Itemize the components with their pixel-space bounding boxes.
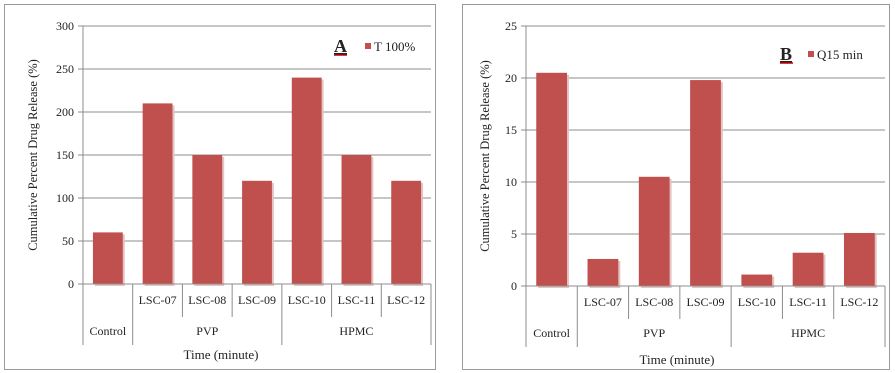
chart-panel-b: 0 5 10 15 20 25 LSC-07 LSC-08 LSC-09 LSC-10 LSC-11… xyxy=(462,4,890,370)
chart-b-category-label: LSC-07 xyxy=(584,295,622,309)
chart-b-panel-letter: B xyxy=(780,44,792,64)
chart-b-category-label: LSC-10 xyxy=(738,295,776,309)
chart-b-bar xyxy=(536,72,568,286)
chart-a-bar xyxy=(92,232,123,284)
chart-a-ytick-label: 100 xyxy=(56,191,74,205)
chart-a-bar xyxy=(341,155,372,284)
chart-b-svg: 0 5 10 15 20 25 LSC-07 LSC-08 LSC-09 LSC-10 LSC-11… xyxy=(478,19,886,367)
chart-a-ytick-label: 0 xyxy=(68,277,74,291)
chart-panel-a: 0 50 100 150 200 250 300 LSC-07 LSC-08 LSC-09 LSC-… xyxy=(4,4,436,370)
chart-b-bar xyxy=(638,176,670,286)
chart-a-group-label: Control xyxy=(90,324,127,338)
chart-a-category-label: LSC-11 xyxy=(338,293,376,307)
chart-a-ytick-label: 300 xyxy=(56,19,74,33)
chart-a-bar xyxy=(242,180,272,284)
chart-a-category-label: LSC-07 xyxy=(139,293,177,307)
chart-b-ytick-label: 10 xyxy=(505,175,517,189)
chart-b-category-label: LSC-08 xyxy=(635,295,673,309)
chart-a-svg: 0 50 100 150 200 250 300 LSC-07 LSC-08 LSC-09 LSC-… xyxy=(26,19,432,362)
chart-b-group-label: HPMC xyxy=(791,326,825,340)
chart-a-ytick-label: 150 xyxy=(56,148,74,162)
chart-a-ytick-label: 250 xyxy=(56,62,74,76)
chart-b-group-label: Control xyxy=(533,326,570,340)
chart-a-category-label: LSC-09 xyxy=(238,293,276,307)
chart-a-category-label: LSC-10 xyxy=(288,293,326,307)
chart-a-group-label: PVP xyxy=(196,324,218,338)
chart-b-bar xyxy=(843,232,875,286)
chart-b-category-label: LSC-12 xyxy=(840,295,878,309)
chart-b-category-label: LSC-11 xyxy=(789,295,827,309)
chart-b-ytick-label: 25 xyxy=(505,19,517,33)
chart-b-ytick-label: 15 xyxy=(505,123,517,137)
chart-b-xlabel: Time (minute) xyxy=(640,352,715,367)
chart-a-bar xyxy=(291,77,322,284)
chart-a-panel-letter: A xyxy=(334,36,347,56)
chart-a-legend-swatch xyxy=(365,43,371,49)
chart-b-group-label: PVP xyxy=(643,326,665,340)
chart-b-bar xyxy=(792,252,824,286)
chart-a-legend-label: T 100% xyxy=(374,39,415,54)
chart-a-ytick-label: 50 xyxy=(62,234,74,248)
chart-a-xlabel: Time (minute) xyxy=(184,347,259,362)
chart-b-category-label: LSC-09 xyxy=(686,295,724,309)
chart-b-legend-swatch xyxy=(808,51,814,57)
chart-b-legend-label: Q15 min xyxy=(817,47,863,62)
chart-a-category-label: LSC-08 xyxy=(188,293,226,307)
chart-b-ytick-label: 0 xyxy=(511,279,517,293)
chart-b-ylabel: Cumulative Percent Drug Release (%) xyxy=(478,60,492,252)
chart-b-ytick-label: 20 xyxy=(505,71,517,85)
chart-a-bar xyxy=(391,180,422,284)
chart-b-bar xyxy=(587,258,619,286)
chart-b-bar xyxy=(741,274,773,286)
chart-a-ytick-label: 200 xyxy=(56,105,74,119)
chart-a-bar xyxy=(142,103,173,285)
chart-a-group-label: HPMC xyxy=(339,324,373,338)
chart-a-ylabel: Cumulative Percent Drug Release (%) xyxy=(26,59,40,251)
chart-b-ytick-label: 5 xyxy=(511,227,517,241)
chart-a-category-label: LSC-12 xyxy=(387,293,425,307)
chart-a-bar xyxy=(192,155,223,284)
chart-b-bar xyxy=(690,80,721,286)
